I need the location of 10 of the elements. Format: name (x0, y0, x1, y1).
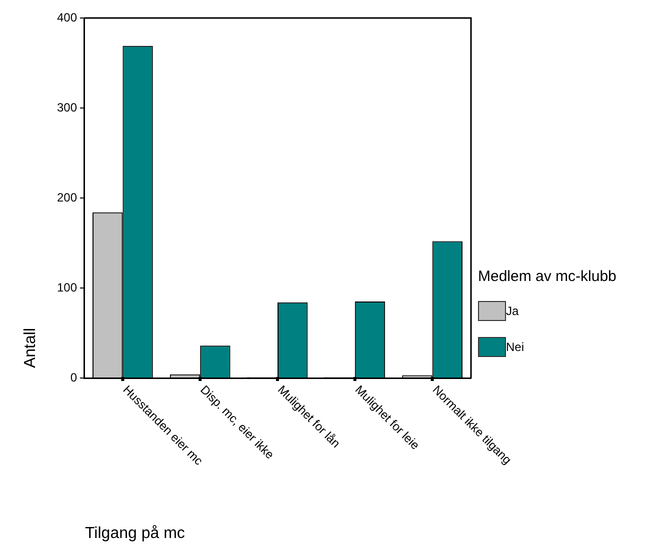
legend-label: Ja (506, 304, 519, 318)
x-axis-title: Tilgang på mc (85, 525, 185, 542)
y-tick-label: 300 (56, 100, 78, 114)
y-tick-label: 100 (56, 280, 78, 294)
legend-label: Nei (506, 340, 524, 354)
y-axis-title: Antall (22, 328, 39, 368)
y-tick-label: 0 (70, 370, 78, 384)
y-tick-label: 400 (56, 10, 78, 24)
y-tick-label: 200 (56, 190, 78, 204)
legend-title: Medlem av mc-klubb (478, 268, 616, 285)
